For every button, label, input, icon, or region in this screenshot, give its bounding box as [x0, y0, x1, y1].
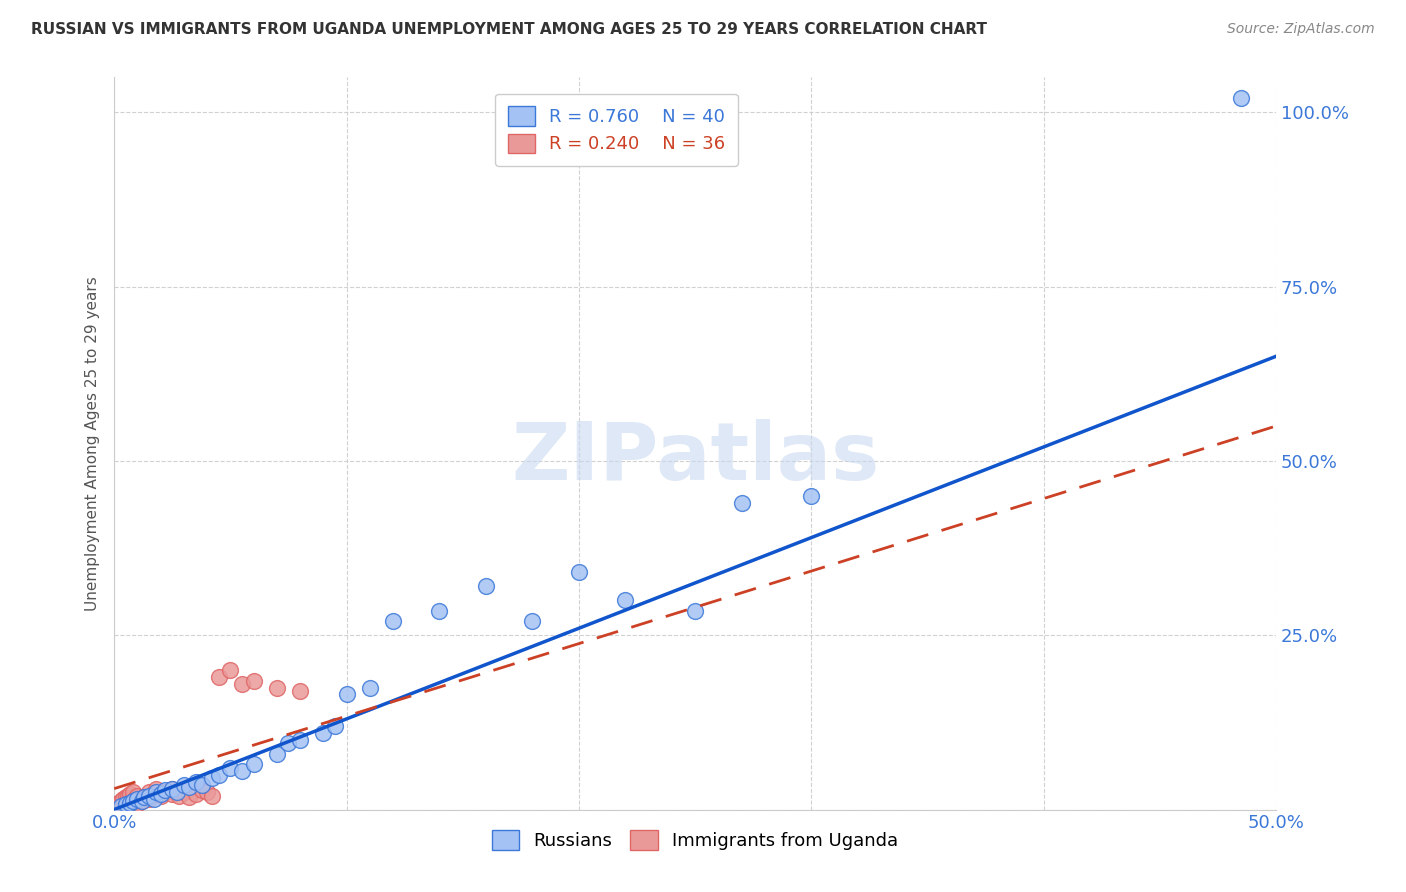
Point: [382, 615, 405, 629]
Point: [127, 789, 149, 803]
Point: [730, 496, 752, 510]
Point: [475, 579, 498, 593]
Point: [288, 732, 311, 747]
Point: [138, 792, 160, 806]
Point: [201, 771, 224, 785]
Point: [568, 566, 591, 580]
Point: [522, 615, 544, 629]
Point: [145, 785, 167, 799]
Point: [191, 778, 214, 792]
Point: [108, 796, 131, 810]
Point: [219, 663, 242, 677]
Point: [277, 736, 299, 750]
Point: [359, 681, 381, 695]
Point: [614, 593, 637, 607]
Point: [312, 726, 335, 740]
Point: [120, 787, 142, 801]
Point: [110, 794, 132, 808]
Point: [184, 787, 207, 801]
Point: [149, 789, 172, 803]
Point: [114, 797, 136, 811]
Point: [134, 789, 156, 804]
Point: [162, 787, 184, 801]
Point: [134, 789, 156, 804]
Point: [120, 796, 142, 810]
Point: [323, 719, 346, 733]
Point: [149, 787, 172, 801]
Point: [177, 780, 200, 795]
Point: [124, 792, 146, 806]
Point: [266, 681, 288, 695]
Point: [683, 604, 706, 618]
Point: [162, 781, 184, 796]
Point: [127, 792, 149, 806]
Point: [114, 789, 136, 804]
Point: [231, 764, 253, 779]
Point: [173, 778, 195, 792]
Point: [145, 781, 167, 796]
Point: [155, 785, 177, 799]
Point: [429, 604, 451, 618]
Point: [800, 489, 823, 503]
Legend: R = 0.760    N = 40, R = 0.240    N = 36: R = 0.760 N = 40, R = 0.240 N = 36: [495, 94, 738, 166]
Point: [242, 673, 264, 688]
Point: [121, 785, 143, 799]
Point: [114, 799, 136, 814]
Point: [335, 688, 357, 702]
Point: [208, 767, 231, 781]
Point: [110, 799, 132, 814]
Point: [131, 794, 153, 808]
Point: [142, 787, 165, 801]
Point: [191, 783, 214, 797]
Point: [208, 670, 231, 684]
Point: [167, 789, 190, 803]
Point: [288, 684, 311, 698]
Point: [184, 774, 207, 789]
Point: [142, 792, 165, 806]
Point: [121, 794, 143, 808]
Point: [138, 789, 160, 803]
Point: [1230, 91, 1253, 105]
Point: [219, 761, 242, 775]
Point: [201, 789, 224, 803]
Point: [231, 677, 253, 691]
Point: [173, 785, 195, 799]
Point: [121, 796, 143, 810]
Point: [138, 785, 160, 799]
Point: [166, 785, 188, 799]
Point: [195, 785, 218, 799]
Point: [242, 757, 264, 772]
Point: [117, 789, 139, 803]
Y-axis label: Unemployment Among Ages 25 to 29 years: Unemployment Among Ages 25 to 29 years: [86, 277, 100, 611]
Point: [127, 797, 149, 811]
Text: RUSSIAN VS IMMIGRANTS FROM UGANDA UNEMPLOYMENT AMONG AGES 25 TO 29 YEARS CORRELA: RUSSIAN VS IMMIGRANTS FROM UGANDA UNEMPL…: [31, 22, 987, 37]
Text: Source: ZipAtlas.com: Source: ZipAtlas.com: [1227, 22, 1375, 37]
Point: [155, 783, 177, 797]
Point: [112, 792, 135, 806]
Point: [131, 794, 153, 808]
Point: [162, 781, 184, 796]
Text: ZIPatlas: ZIPatlas: [510, 419, 879, 497]
Point: [105, 797, 128, 811]
Point: [266, 747, 288, 761]
Point: [177, 789, 200, 804]
